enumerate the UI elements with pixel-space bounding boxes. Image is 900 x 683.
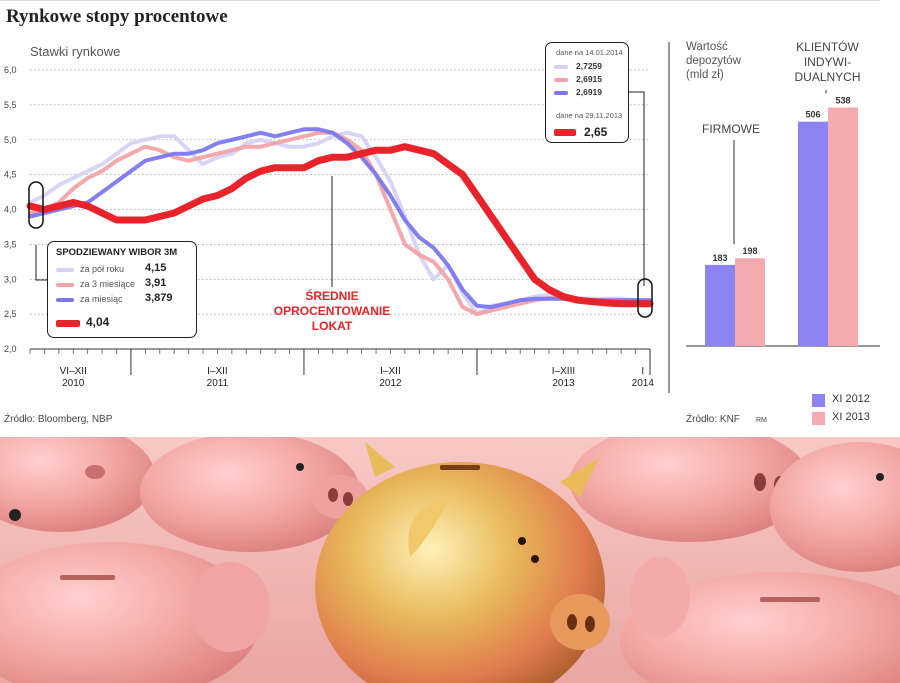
x-period-label: I: [641, 366, 644, 377]
legend-connector: [35, 245, 48, 281]
end-highlight-oval: [637, 278, 653, 318]
x-year-label: 2012: [379, 378, 402, 389]
annotation-line-3: LOKAT: [311, 319, 353, 333]
golden-piggy-bank: [315, 442, 610, 683]
info-row-2: 2,6915: [554, 74, 626, 86]
x-period-label: VI–XII: [60, 366, 87, 377]
legend-row-average: 4,04: [56, 315, 196, 330]
bar-category-line: KLIENTÓW: [796, 40, 859, 54]
expected-wibor-legend: SPODZIEWANY WIBOR 3M za pół roku 4,15 za…: [47, 241, 197, 338]
bars-legend-swatch: [812, 394, 825, 407]
bar-value-label: 183: [712, 253, 727, 263]
x-year-label: 2010: [62, 378, 85, 389]
info-swatch: [554, 78, 568, 82]
y-tick-label: 2,5: [4, 309, 17, 319]
bars-legend-2012: XI 2012: [812, 392, 900, 408]
start-highlight-oval: [28, 181, 44, 229]
bar: [828, 107, 858, 346]
pink-piggy-bank: [0, 437, 155, 532]
bar-category-firmowe: FIRMOWE: [702, 122, 760, 136]
legend-row-label: za 3 miesiące: [80, 279, 136, 289]
legend-swatch: [56, 268, 74, 272]
bars-legend-label: XI 2012: [832, 393, 870, 405]
legend-row-half-year: za pół roku 4,15: [56, 262, 196, 277]
pink-piggy-bank: [620, 557, 900, 683]
x-year-label: 2013: [552, 378, 575, 389]
y-tick-label: 2,0: [4, 344, 17, 354]
pink-piggy-bank: [0, 509, 270, 683]
info-row-average: 2,65: [554, 125, 626, 139]
latest-values-box: dane na 14.01.2014 2,7259 2,6915 2,6919 …: [545, 42, 629, 143]
bar-value-label: 506: [805, 110, 820, 120]
series-line: [26, 143, 654, 308]
legend-row-value: 4,15: [145, 262, 167, 274]
bar-value-label: 198: [742, 246, 757, 256]
bars-label-line: (mld zł): [686, 69, 724, 81]
info-value: 2,7259: [576, 61, 602, 71]
x-year-label: 2011: [207, 378, 229, 389]
bars-source: Źródło: KNF: [686, 414, 740, 425]
bars-legend-swatch: [812, 412, 825, 425]
bar: [705, 264, 735, 346]
info-avg-value: 2,65: [584, 125, 608, 139]
x-period-label: I–XII: [380, 366, 401, 377]
x-year-label: 2014: [632, 378, 655, 389]
bars-legend-2013: XI 2013: [812, 410, 900, 426]
bar-value-label: 538: [835, 95, 850, 105]
bars-legend-label: XI 2013: [832, 411, 870, 423]
bars-label-line: depozytów: [686, 55, 741, 67]
info-row-1: 2,7259: [554, 61, 626, 73]
legend-title: SPODZIEWANY WIBOR 3M: [56, 247, 178, 258]
series-line: [28, 127, 652, 310]
x-period-label: I–XII: [207, 366, 228, 377]
legend-swatch: [56, 298, 74, 302]
y-tick-label: 3,5: [4, 239, 17, 249]
info-value: 2,6919: [576, 87, 602, 97]
y-tick-label: 4,0: [4, 205, 17, 215]
pink-piggy-bank: [770, 442, 900, 572]
info-date-top: dane na 14.01.2014: [556, 48, 623, 57]
y-tick-label: 5,0: [4, 135, 17, 145]
legend-row-3-months: za 3 miesiące 3,91: [56, 277, 196, 292]
annotation-line-1: ŚREDNIE: [305, 289, 359, 303]
bars-credit: RM: [756, 417, 767, 424]
top-rule: [0, 0, 880, 1]
bar: [735, 258, 765, 346]
info-row-3: 2,6919: [554, 87, 626, 99]
line-chart-source: Źródło: Bloomberg, NBP: [4, 414, 113, 425]
info-swatch: [554, 91, 568, 95]
legend-row-label: za miesiąc: [80, 294, 123, 304]
bars-panel-label: Wartość depozytów (mld zł): [686, 40, 741, 82]
legend-swatch: [56, 320, 80, 327]
bar-category-line: INDYWI-: [803, 55, 852, 69]
info-swatch: [554, 129, 576, 136]
page-title: Rynkowe stopy procentowe: [6, 6, 228, 27]
average-rate-annotation: ŚREDNIE OPROCENTOWANIE LOKAT: [262, 289, 402, 334]
legend-row-label: za pół roku: [80, 264, 125, 274]
annotation-line-2: OPROCENTOWANIE: [273, 304, 391, 318]
bar-category-line: DUALNYCH: [794, 70, 861, 84]
y-tick-label: 3,0: [4, 274, 17, 284]
x-period-label: I–XIII: [552, 366, 575, 377]
y-tick-label: 5,5: [4, 100, 17, 110]
y-tick-label: 4,5: [4, 170, 17, 180]
line-chart-ylabel: Stawki rynkowe: [30, 44, 121, 59]
legend-swatch: [56, 283, 74, 287]
info-swatch: [554, 65, 568, 69]
piggy-banks-photo: [0, 437, 900, 683]
info-connector: [628, 91, 645, 286]
legend-row-month: za miesiąc 3,879: [56, 292, 196, 307]
legend-row-value: 3,91: [145, 277, 167, 289]
info-date-bottom: dane na 29.11.2013: [556, 111, 623, 120]
bar-category-individual: KLIENTÓW INDYWI- DUALNYCH: [780, 40, 875, 85]
info-value: 2,6915: [576, 74, 602, 84]
legend-row-value: 3,879: [145, 292, 173, 304]
y-tick-label: 6,0: [4, 65, 17, 75]
bar: [798, 121, 828, 346]
bars-label-line: Wartość: [686, 41, 728, 53]
legend-avg-value: 4,04: [86, 315, 110, 329]
